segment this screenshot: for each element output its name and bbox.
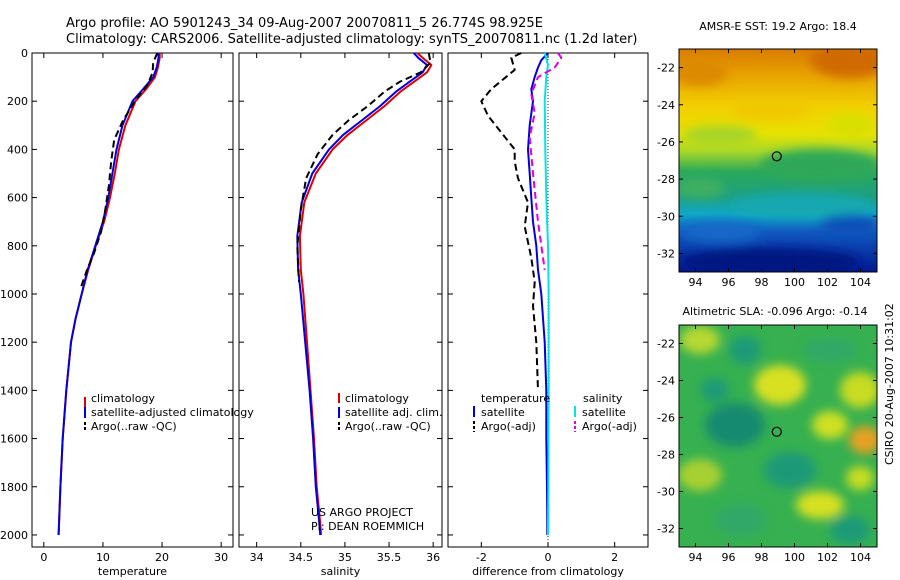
sla-map-axes: 94 96 98 100 102 104 -22 -24 -26 -28 -30 -32 [657, 324, 878, 564]
legend-header-salinity: salinity [583, 392, 623, 405]
y-tick-label: 1800 [0, 481, 28, 494]
map-x-tick-label: 96 [722, 551, 736, 564]
map-y-tick-label: -30 [657, 486, 675, 499]
argo-location-marker [771, 426, 782, 437]
project-label: US ARGO PROJECT [311, 506, 413, 519]
legend-label-sal-argo: Argo(-adj) [582, 420, 637, 433]
map-y-tick-label: -22 [657, 62, 675, 75]
map-x-tick-label: 102 [817, 276, 838, 289]
x-tick-label: 34.5 [289, 551, 314, 564]
map-x-tick-label: 96 [722, 276, 736, 289]
series-line-climatology [57, 53, 161, 536]
series-line-satellite-adjusted-climatology [57, 53, 160, 536]
x-tick-label: 30 [214, 551, 228, 564]
y-tick-label: 2000 [0, 529, 28, 542]
map-y-tick-label: -24 [657, 99, 675, 112]
map-frame [678, 324, 878, 548]
sla-patches [679, 326, 877, 544]
sst-map-title: AMSR-E SST: 19.2 Argo: 18.4 [699, 20, 857, 33]
y-tick-label: 1200 [0, 336, 28, 349]
legend-label-argo: Argo(..raw -QC) [345, 420, 431, 433]
x-tick-label: 20 [155, 551, 169, 564]
salinity-profile-panel: 34 34.5 35 35.5 36 salinity [238, 52, 443, 578]
legend-label-argo: Argo(..raw -QC) [91, 420, 177, 433]
map-x-tick-label: 100 [784, 276, 805, 289]
sla-map-title: Altimetric SLA: -0.096 Argo: -0.14 [683, 305, 868, 318]
map-x-tick-label: 104 [850, 551, 871, 564]
map-y-tick-label: -22 [657, 338, 675, 351]
y-tick-label: 400 [7, 143, 28, 156]
x-axis-label: temperature [98, 565, 167, 578]
series-line-satellite [527, 52, 549, 535]
map-frame [678, 48, 878, 273]
map-x-tick-label: 98 [755, 276, 769, 289]
temperature-profile-panel: 0 10 20 30 0 200 400 600 800 1000 1200 1400 1600 1800… [0, 47, 234, 578]
sla-heatmap [679, 325, 877, 547]
side-label: CSIRO 20-Aug-2007 10:31:02 [883, 303, 896, 465]
figure-title-line1: Argo profile: AO 5901243_34 09-Aug-2007 … [66, 16, 543, 31]
legend-label-climatology: climatology [345, 392, 409, 405]
map-x-tick-label: 98 [755, 551, 769, 564]
temperature-legend: climatology satellite-adjusted climatolo… [84, 392, 254, 433]
series-line-argo-raw-qc- [296, 52, 432, 282]
map-x-tick-label: 104 [850, 276, 871, 289]
y-tick-label: 200 [7, 95, 28, 108]
y-tick-label: 1400 [0, 384, 28, 397]
sst-heatmap [679, 49, 877, 272]
legend-label-satellite: satellite adj. clim. [345, 406, 442, 419]
pi-label: PI: DEAN ROEMMICH [311, 520, 424, 533]
map-x-tick-label: 94 [689, 276, 703, 289]
legend-label-satellite: satellite-adjusted climatology [91, 406, 254, 419]
map-y-tick-label: -30 [657, 210, 675, 223]
map-y-tick-label: -28 [657, 449, 675, 462]
difference-legend: temperature satellite Argo(-adj) salinit… [473, 392, 637, 433]
map-x-tick-label: 100 [784, 551, 805, 564]
x-tick-label: 34 [250, 551, 264, 564]
x-tick-label: 36 [426, 551, 440, 564]
map-y-tick-label: -32 [657, 523, 675, 536]
y-tick-label: 0 [21, 47, 28, 60]
x-tick-label: 35 [338, 551, 352, 564]
legend-label-temp-satellite: satellite [481, 406, 525, 419]
x-tick-label: 2 [611, 551, 618, 564]
x-tick-label: 35.5 [377, 551, 402, 564]
x-tick-label: 10 [96, 551, 110, 564]
map-x-tick-label: 94 [689, 551, 703, 564]
axes-frame [238, 52, 443, 548]
series-line-argo-raw-qc- [80, 52, 159, 288]
series-line-climatology [298, 52, 433, 536]
salinity-legend: climatology satellite adj. clim. Argo(..… [338, 392, 442, 433]
map-y-tick-label: -26 [657, 136, 675, 149]
y-tick-label: 1600 [0, 433, 28, 446]
axes-frame [31, 52, 234, 548]
y-tick-label: 1000 [0, 288, 28, 301]
map-y-tick-label: -32 [657, 247, 675, 260]
legend-label-sal-satellite: satellite [582, 406, 626, 419]
series-line-argo-adj- [480, 52, 539, 391]
map-y-tick-label: -24 [657, 375, 675, 388]
x-tick-label: 0 [545, 551, 552, 564]
legend-label-climatology: climatology [91, 392, 155, 405]
map-y-tick-label: -28 [657, 173, 675, 186]
map-y-tick-label: -26 [657, 412, 675, 425]
argo-location-marker [771, 151, 782, 162]
x-tick-label: -2 [476, 551, 487, 564]
x-axis-label: salinity [321, 565, 361, 578]
figure-title-line2: Climatology: CARS2006. Satellite-adjuste… [66, 32, 638, 47]
map-x-tick-label: 102 [817, 551, 838, 564]
sst-patches [679, 49, 877, 272]
series-line-argo-adj- [528, 52, 563, 271]
legend-label-temp-argo: Argo(-adj) [481, 420, 536, 433]
y-tick-label: 600 [7, 192, 28, 205]
x-tick-label: 0 [40, 551, 47, 564]
series-line-satellite-adj-clim- [296, 52, 428, 536]
y-tick-label: 800 [7, 240, 28, 253]
legend-header-temperature: temperature [481, 392, 550, 405]
sst-map-axes: 94 96 98 100 102 104 -22 -24 -26 -28 -30 -32 [657, 48, 878, 289]
x-axis-label: difference from climatology [472, 565, 624, 578]
